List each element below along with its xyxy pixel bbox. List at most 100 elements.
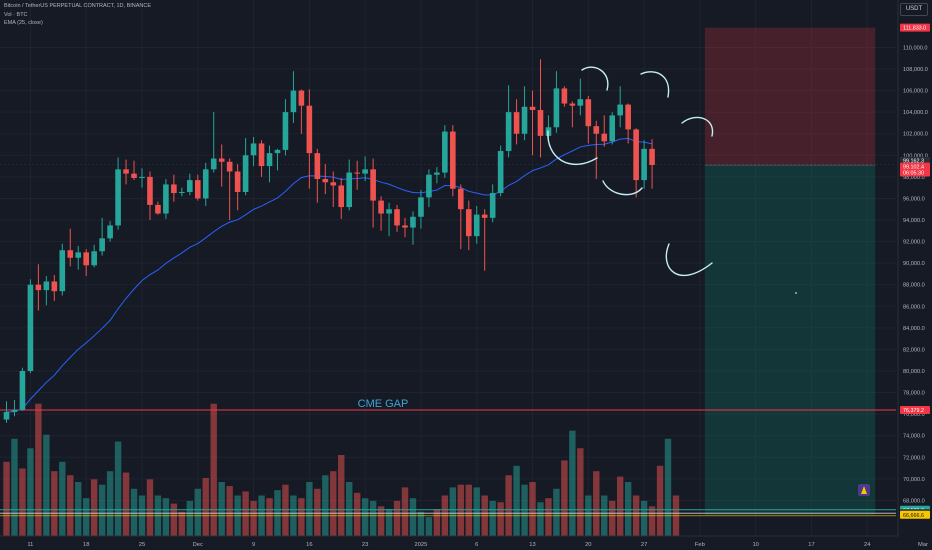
volume-bar [624,482,632,536]
time-tick-label: Dec [193,542,203,548]
volume-bar [505,475,512,536]
price-tick-label: 100,000.0 [903,153,928,159]
candle-body [306,105,313,154]
candle-body [179,191,185,194]
volume-bar [513,465,520,536]
volume-bar [282,484,289,536]
price-tick-label: 94,000.0 [903,218,925,224]
candle-body [51,281,58,292]
volume-bar [298,498,305,536]
time-tick-label: Feb [695,542,705,548]
candle-body [641,148,647,181]
volume-bar [497,502,504,536]
price-tick-label: 108,000.0 [903,67,928,73]
candle-body [298,90,305,106]
volume-bar [361,498,369,536]
hand-drawn-annotations [547,66,714,277]
candle-body [218,158,225,162]
ema-line [6,137,653,413]
candle-body [426,174,432,198]
candle-body [569,103,576,106]
candle-body [378,200,384,214]
price-label-text: 66,666.6 [903,513,924,519]
volume-bar [75,482,82,536]
candle-body [314,153,321,180]
time-tick-label: 10 [752,542,758,548]
time-tick-label: 11 [27,542,33,548]
volume-bar [114,441,122,536]
volume-bar [130,488,138,536]
time-tick-label: 25 [139,542,145,548]
price-tick-label: 110,000.0 [903,45,927,51]
price-tick-label: 68,000.0 [903,498,925,504]
price-axis-ticks: 110,000.0 108,000.0 106,000.0 104,000.0 102,… [903,45,928,504]
candle-body [481,214,488,218]
candles [3,59,655,423]
candle-body [107,225,113,239]
volume-bar [417,511,425,536]
volume-bar [98,484,106,536]
volume-bar [553,488,560,536]
volume-bar [330,471,337,536]
candle-body [370,169,376,201]
volume-bar [338,455,345,536]
time-tick-label: 18 [83,542,89,548]
volume-bar [457,484,464,536]
volume-bar [59,461,66,536]
currency-button[interactable]: USDT [900,3,928,16]
candle-body [75,252,82,258]
candle-body [139,176,145,178]
time-tick-label: 27 [641,542,647,548]
volume-bar [106,471,114,536]
candle-body [123,169,129,174]
annotation-stroke [665,243,713,277]
price-label-box [900,510,930,519]
volume-bar [178,511,186,536]
volume-bar [449,487,457,536]
volume-bar [266,498,273,536]
volume-bar [314,488,321,536]
price-labels: 111,833.0 99,162.399,102.406:05:30 76,379.… [900,23,930,519]
candle-body [561,88,568,104]
price-tick-label: 86,000.0 [903,304,925,310]
time-tick-label: 20 [585,542,591,548]
price-tick-label: 74,000.0 [903,434,925,440]
volume-bar [346,482,353,536]
candle-body [457,188,464,210]
volume-bar [43,434,50,536]
candle-body [609,115,616,142]
candle-body [35,284,42,291]
candle-body [19,370,26,410]
candle-body [354,172,360,174]
candle-body [290,90,297,113]
candle-body [234,171,241,192]
volume-bar [393,500,401,536]
price-axis-panel [898,0,932,550]
candle-body [473,214,480,237]
ema-legend[interactable]: EMA (25, close) [4,20,43,26]
volume-bar [425,517,433,536]
volume-bar [465,484,472,536]
volume-bar [648,506,656,536]
candle-body [282,112,289,150]
volume-bar [226,486,233,536]
volume-legend[interactable]: Vol · BTC [4,12,28,18]
volume-bar [90,479,98,536]
price-label-text: 99,162.3 [903,159,924,165]
price-label-text: 99,102.4 [903,165,924,171]
price-tick-label: 102,000.0 [903,132,928,138]
volume-bar [545,498,552,536]
candle-body [83,252,89,266]
price-label-box [900,168,930,177]
candle-body [3,411,10,420]
price-tick-label: 90,000.0 [903,261,925,267]
candle-body [537,110,544,136]
volume-bar [473,487,480,536]
candle-body [585,99,592,127]
candle-body [625,104,631,130]
time-tick-label: 2025 [414,542,427,548]
symbol-legend[interactable]: Bitcoin / TetherUS PERPETUAL CONTRACT, 1… [4,3,152,9]
volume-bar [3,461,10,536]
candle-body [194,180,201,199]
